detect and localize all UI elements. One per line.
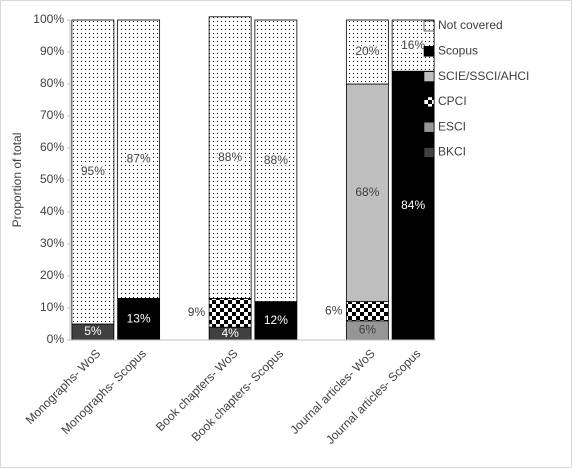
legend-label: Not covered — [438, 18, 503, 32]
y-tick-label: 70% — [40, 108, 64, 122]
legend-swatch — [423, 45, 435, 57]
legend-label: BKCI — [438, 145, 466, 159]
bar-segment — [345, 301, 389, 322]
data-label: 68% — [355, 185, 379, 199]
legend-swatch — [423, 20, 435, 32]
data-label: 95% — [81, 164, 105, 178]
legend-label: ESCI — [438, 119, 466, 133]
legend-swatch — [423, 121, 435, 133]
data-label: 12% — [264, 313, 288, 327]
bar-segment — [345, 19, 389, 85]
legend-label: SCIE/SSCI/AHCI — [438, 69, 529, 83]
bar-segment — [208, 16, 252, 299]
data-label: 20% — [355, 44, 379, 58]
data-label: 4% — [221, 326, 239, 340]
data-label: 87% — [127, 151, 151, 165]
data-label: 84% — [401, 198, 425, 212]
y-tick-label: 10% — [40, 300, 64, 314]
y-tick-label: 40% — [40, 204, 64, 218]
y-axis-label: Proportion of total — [10, 133, 24, 228]
bar-segment — [117, 297, 161, 341]
legend-swatch — [423, 71, 435, 82]
y-tick-label: 80% — [40, 76, 64, 90]
data-label: 88% — [264, 153, 288, 167]
legend-swatch — [423, 147, 435, 158]
y-tick-label: 50% — [40, 172, 64, 186]
bar-segment — [71, 19, 115, 325]
data-label: 88% — [218, 150, 242, 164]
data-label: 16% — [401, 38, 425, 52]
bar-segment — [345, 83, 389, 303]
data-label: 13% — [127, 311, 151, 325]
data-label: 6% — [325, 303, 343, 317]
data-label: 6% — [359, 323, 377, 337]
y-tick-label: 100% — [33, 12, 64, 26]
bar-segment — [254, 19, 298, 303]
data-label: 9% — [188, 305, 206, 319]
y-tick-label: 60% — [40, 140, 64, 154]
legend-label: Scopus — [438, 43, 478, 57]
y-tick-label: 20% — [40, 268, 64, 282]
y-tick-label: 30% — [40, 236, 64, 250]
bar-segment — [208, 297, 252, 328]
data-label: 5% — [84, 324, 102, 338]
legend-swatch — [423, 96, 435, 108]
legend-label: CPCI — [438, 94, 467, 108]
bar-segment — [117, 19, 161, 299]
y-tick-label: 90% — [40, 44, 64, 58]
y-tick-label: 0% — [47, 332, 65, 346]
